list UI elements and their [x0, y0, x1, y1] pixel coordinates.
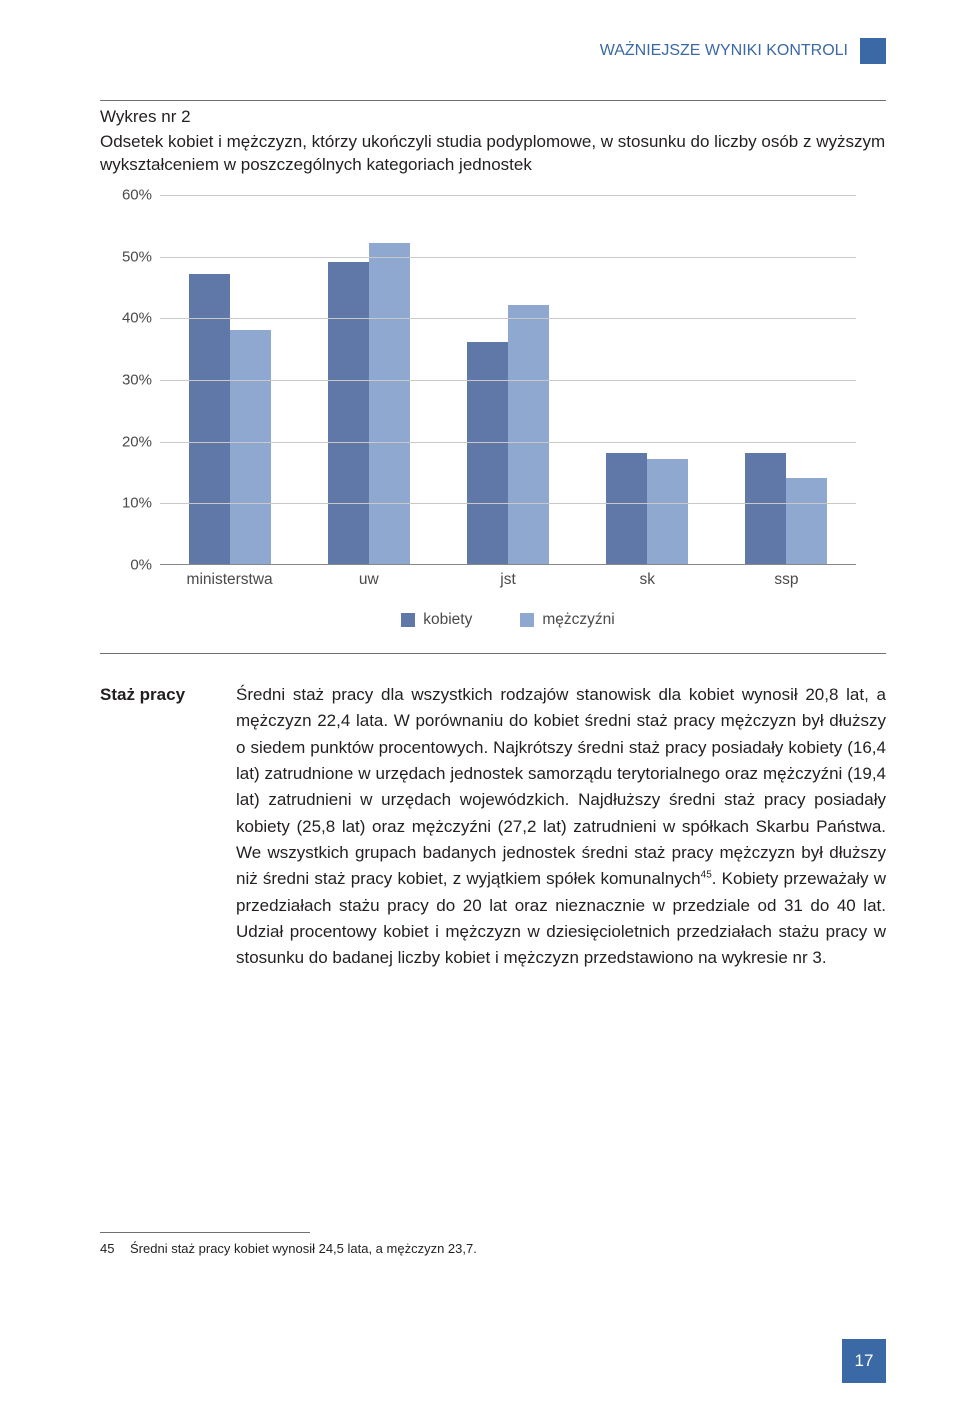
chart-x-tick-label: ministerstwa [160, 571, 299, 589]
chart-bar [745, 453, 786, 564]
legend-item: kobiety [401, 611, 472, 629]
chart-legend: kobiety mężczyźni [160, 611, 856, 629]
chart-plot-area: 0%10%20%30%40%50%60% [160, 195, 856, 565]
section-body: Średni staż pracy dla wszystkich rodzajó… [236, 682, 886, 972]
chart-y-tick-label: 0% [106, 556, 152, 573]
chart-gridline [160, 380, 856, 381]
page-header: WAŻNIEJSZE WYNIKI KONTROLI [100, 38, 886, 64]
legend-item: mężczyźni [520, 611, 614, 629]
bar-chart: 0%10%20%30%40%50%60% ministerstwauwjstsk… [160, 195, 856, 629]
figure-label: Wykres nr 2 [100, 107, 886, 127]
legend-swatch [401, 613, 415, 627]
chart-y-tick-label: 10% [106, 495, 152, 512]
chart-bar [230, 330, 271, 564]
chart-bar [508, 305, 549, 564]
legend-label: mężczyźni [542, 611, 614, 629]
chart-bar [369, 243, 410, 564]
figure-top-rule [100, 100, 886, 101]
chart-y-tick-label: 30% [106, 371, 152, 388]
chart-y-tick-label: 20% [106, 433, 152, 450]
figure-caption: Odsetek kobiet i mężczyzn, którzy ukończ… [100, 131, 886, 177]
legend-label: kobiety [423, 611, 472, 629]
chart-bar [467, 342, 508, 564]
footnote-rule [100, 1232, 310, 1233]
chart-x-tick-label: sk [578, 571, 717, 589]
chart-y-tick-label: 60% [106, 186, 152, 203]
chart-gridline [160, 442, 856, 443]
chart-bar [328, 262, 369, 564]
section-margin-label: Staż pracy [100, 682, 210, 972]
header-title: WAŻNIEJSZE WYNIKI KONTROLI [600, 42, 848, 60]
footnote-ref: 45 [701, 870, 712, 881]
chart-gridline [160, 195, 856, 196]
page-number-value: 17 [855, 1351, 874, 1371]
legend-swatch [520, 613, 534, 627]
chart-bar [647, 459, 688, 564]
chart-gridline [160, 257, 856, 258]
chart-gridline [160, 503, 856, 504]
footnote-number: 45 [100, 1241, 120, 1256]
chart-x-tick-label: uw [299, 571, 438, 589]
chart-x-tick-label: ssp [717, 571, 856, 589]
chart-y-tick-label: 40% [106, 310, 152, 327]
chart-y-tick-label: 50% [106, 248, 152, 265]
header-accent-block [860, 38, 886, 64]
figure-bottom-rule [100, 653, 886, 654]
chart-bar [786, 478, 827, 564]
footnote: 45 Średni staż pracy kobiet wynosił 24,5… [100, 1241, 886, 1256]
page-number: 17 [842, 1339, 886, 1383]
footnote-text: Średni staż pracy kobiet wynosił 24,5 la… [130, 1241, 477, 1256]
chart-x-tick-label: jst [438, 571, 577, 589]
chart-bar [606, 453, 647, 564]
chart-x-labels: ministerstwauwjstskssp [160, 571, 856, 589]
chart-gridline [160, 318, 856, 319]
